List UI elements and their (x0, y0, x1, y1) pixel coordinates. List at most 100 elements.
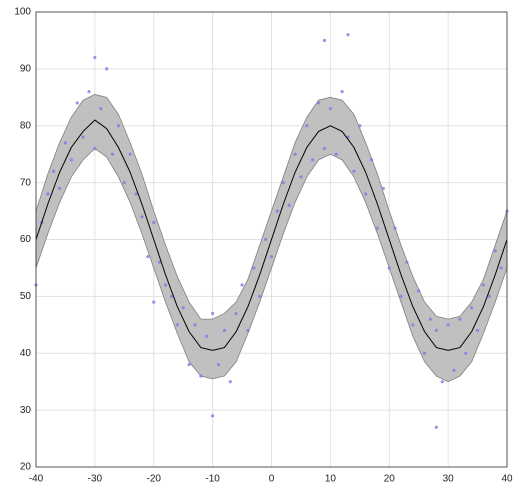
scatter-point (169, 294, 174, 298)
scatter-point (417, 289, 421, 293)
mean-line (35, 119, 508, 351)
scatter-point (452, 368, 456, 372)
scatter-point (381, 186, 385, 190)
scatter-point (352, 169, 356, 173)
x-tick-label: 30 (443, 474, 455, 485)
scatter-point (240, 283, 244, 287)
scatter-point (275, 209, 279, 213)
scatter-point (211, 311, 215, 316)
scatter-point (57, 186, 62, 190)
scatter-point (434, 425, 438, 429)
scatter-point (393, 226, 397, 230)
scatter-point (364, 192, 368, 196)
scatter-point (464, 351, 468, 355)
scatter-point (193, 323, 197, 327)
scatter-point (228, 380, 232, 384)
scatter-point (305, 124, 309, 128)
scatter-point (99, 107, 103, 111)
scatter-point (322, 38, 327, 43)
scatter-point (181, 306, 185, 310)
scatter-point (216, 363, 221, 367)
y-tick-label: 40 (20, 348, 32, 359)
scatter-point (211, 414, 215, 418)
y-tick-label: 90 (20, 64, 32, 75)
scatter-point (205, 334, 209, 338)
x-tick-label: 40 (501, 474, 513, 485)
scatter-point (281, 181, 285, 185)
scatter-point (293, 152, 297, 156)
scatter-point (105, 67, 109, 71)
scatter-point (258, 294, 262, 298)
scatter-point (152, 220, 156, 225)
scatter-point (411, 323, 415, 327)
scatter-point (234, 311, 238, 316)
scatter-point (311, 158, 315, 162)
y-tick-label: 60 (20, 234, 32, 245)
scatter-point (440, 380, 444, 384)
scatter-point (328, 107, 332, 111)
scatter-point (93, 55, 97, 60)
y-tick-label: 30 (20, 405, 32, 416)
scatter-point (428, 317, 433, 321)
scatter-point (470, 306, 474, 310)
scatter-point (399, 294, 403, 298)
scatter-point (369, 158, 374, 162)
x-tick-label: 10 (325, 474, 337, 485)
x-tick-label: 20 (384, 474, 396, 485)
scatter-point (134, 192, 138, 196)
scatter-point (458, 317, 462, 321)
scatter-point (499, 266, 503, 270)
scatter-point (246, 328, 250, 333)
plot-frame (35, 11, 508, 468)
scatter-point (434, 328, 438, 333)
scatter-point (487, 294, 491, 298)
scatter-point (493, 249, 497, 253)
y-tick-label: 70 (20, 177, 32, 188)
scatter-point (81, 135, 85, 139)
scatter-point (75, 101, 79, 105)
y-tick-label: 20 (20, 462, 32, 473)
scatter-point (481, 283, 486, 287)
scatter-point (317, 101, 321, 105)
scatter-point (222, 328, 226, 333)
scatter-point (199, 374, 203, 378)
x-tick-label: -40 (29, 474, 44, 485)
scatter-point (446, 323, 450, 327)
scatter-point (375, 226, 380, 230)
scatter-point (93, 146, 97, 151)
scatter-point (158, 260, 162, 264)
y-tick-label: 80 (20, 120, 32, 131)
x-tick-label: -30 (88, 474, 103, 485)
scatter-point (299, 175, 303, 179)
scatter-point (63, 141, 68, 145)
scatter-point (110, 152, 115, 156)
scatter-point (52, 169, 56, 173)
x-tick-label: -10 (205, 474, 220, 485)
scatter-point (116, 124, 121, 128)
y-tick-label: 50 (20, 291, 32, 302)
scatter-point (475, 328, 480, 333)
scatter-point (152, 300, 156, 304)
scatter-point (140, 215, 144, 219)
scatter-point (405, 260, 409, 264)
scatter-point (252, 266, 256, 270)
scatter-point (269, 254, 274, 259)
x-tick-label: -20 (147, 474, 162, 485)
scatter-point (175, 323, 179, 327)
scatter-point (122, 181, 126, 185)
scatter-point (69, 158, 73, 162)
scatter-point (346, 33, 350, 37)
scatter-point (422, 351, 427, 355)
scatter-point (287, 203, 291, 207)
scatter-point (187, 363, 191, 367)
scatter-point (264, 237, 268, 242)
scatter-point (358, 124, 362, 128)
scatter-point (387, 266, 391, 270)
scatter-point (340, 90, 344, 94)
scatter-point (322, 146, 327, 151)
x-tick-label: 0 (269, 474, 275, 485)
scatter-point (46, 192, 50, 196)
scatter-point (163, 283, 168, 287)
scatter-point (87, 90, 91, 94)
